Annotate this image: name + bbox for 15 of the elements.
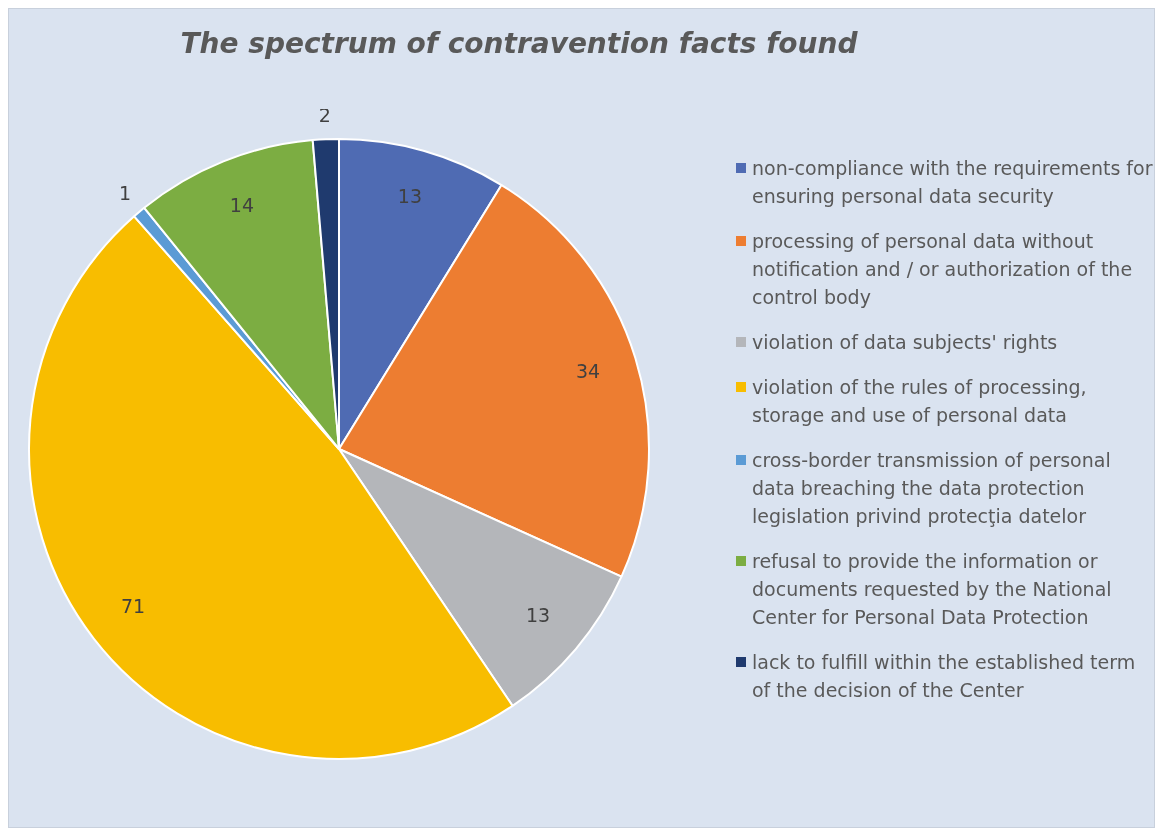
- data-label: 34: [575, 359, 601, 382]
- data-label: 1: [118, 182, 132, 205]
- legend-label: processing of personal data without notification and / or authorization of the control body: [752, 230, 1133, 308]
- legend-label: lack to fulfill within the established term of the decision of the Center: [752, 651, 1136, 701]
- legend-label: cross-border transmission of personal data breaching the data protection legislation privind protecţia datelor: [752, 449, 1111, 527]
- legend-label: violation of data subjects' rights: [752, 331, 1058, 353]
- data-label: 13: [397, 185, 423, 208]
- data-label: 2: [318, 104, 331, 127]
- data-label: 71: [120, 595, 146, 618]
- data-label: 13: [525, 603, 551, 626]
- legend-label: refusal to provide the information or documents requested by the National Center for Personal Data Protection: [752, 550, 1112, 628]
- chart-title: The spectrum of contravention facts found: [179, 27, 859, 60]
- legend-label: violation of the rules of processing, storage and use of personal data: [752, 376, 1087, 426]
- data-label: 14: [229, 194, 254, 217]
- legend-label: non-compliance with the requirements for ensuring personal data security: [752, 157, 1153, 207]
